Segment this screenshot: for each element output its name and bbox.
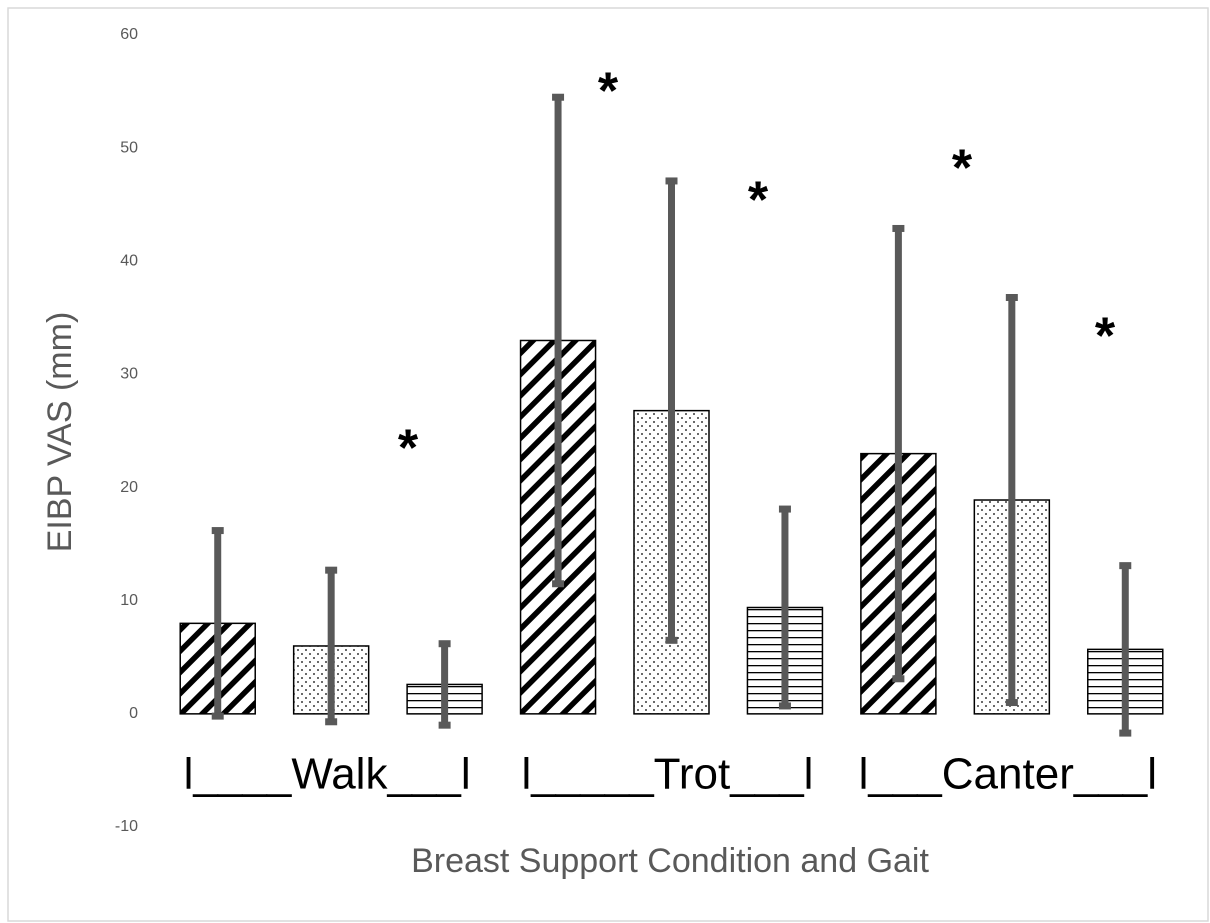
group-label: l_____Trot___l xyxy=(522,750,814,799)
group-label: l____Walk___l xyxy=(184,750,471,799)
significance-marker: * xyxy=(748,172,769,230)
significance-marker: * xyxy=(952,140,973,198)
y-tick-label: 30 xyxy=(120,366,138,383)
y-axis-label: EIBP VAS (mm) xyxy=(41,312,79,553)
chart-border xyxy=(7,7,1209,922)
y-tick-label: 0 xyxy=(129,705,138,722)
y-tick-label: 60 xyxy=(120,26,138,43)
y-tick-label: 20 xyxy=(120,479,138,496)
significance-marker: * xyxy=(1095,308,1116,366)
y-tick-label: 50 xyxy=(120,139,138,156)
x-axis-label: Breast Support Condition and Gait xyxy=(411,842,929,880)
y-tick-label: 10 xyxy=(120,592,138,609)
y-tick-label: 40 xyxy=(120,253,138,270)
group-label: l___Canter___l xyxy=(859,750,1157,799)
y-tick-label: -10 xyxy=(115,818,138,835)
significance-marker: * xyxy=(398,420,419,478)
significance-marker: * xyxy=(598,63,619,121)
